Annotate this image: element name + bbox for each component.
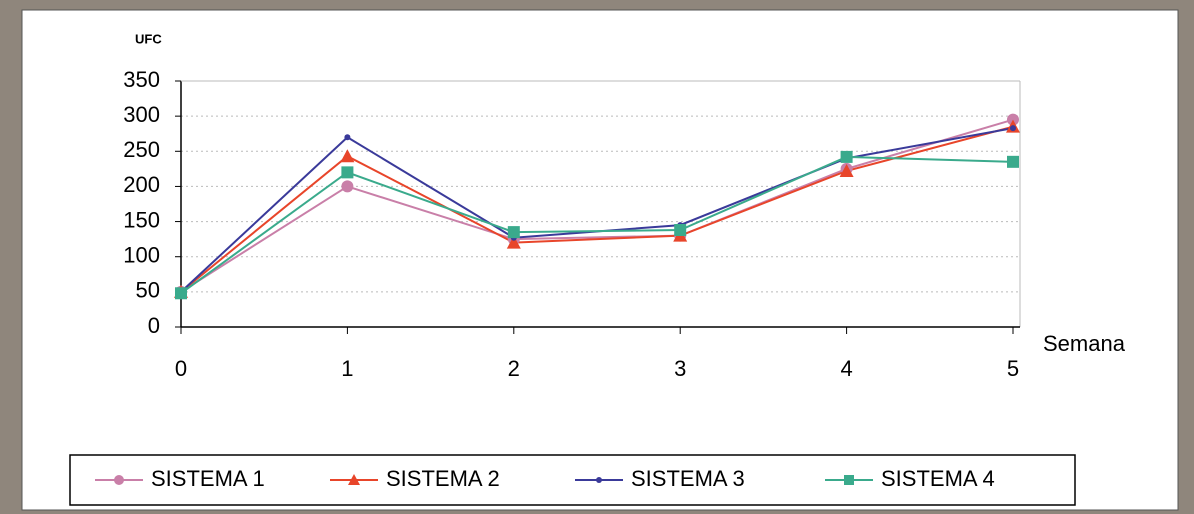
x-tick-label: 5 [1007,356,1019,381]
legend-label: SISTEMA 4 [881,466,995,491]
x-tick-label: 3 [674,356,686,381]
marker [508,226,520,238]
marker [341,166,353,178]
y-tick-label: 100 [123,243,160,268]
y-tick-label: 200 [123,172,160,197]
marker [341,180,353,192]
legend-label: SISTEMA 2 [386,466,500,491]
marker [344,134,350,140]
y-tick-label: 150 [123,207,160,232]
marker [674,224,686,236]
marker [1010,125,1016,131]
x-axis-label: Semana [1043,331,1126,356]
y-tick-label: 50 [136,278,160,303]
chart: UFC Semana 0 50 100 150 200 250 300 350 0 1 2 3 4 5 SI… [0,0,1194,514]
legend-label: SISTEMA 3 [631,466,745,491]
marker [1007,156,1019,168]
marker [844,475,854,485]
chart-frame [22,10,1178,510]
y-tick-label: 350 [123,67,160,92]
marker [841,151,853,163]
x-tick-label: 1 [341,356,353,381]
y-tick-label: 300 [123,102,160,127]
x-tick-label: 2 [508,356,520,381]
marker [596,477,602,483]
y-tick-label: 250 [123,137,160,162]
legend-label: SISTEMA 1 [151,466,265,491]
marker [175,287,187,299]
marker [114,475,124,485]
x-tick-label: 0 [175,356,187,381]
y-axis-label: UFC [135,31,162,46]
y-tick-label: 0 [148,313,160,338]
x-tick-label: 4 [840,356,852,381]
